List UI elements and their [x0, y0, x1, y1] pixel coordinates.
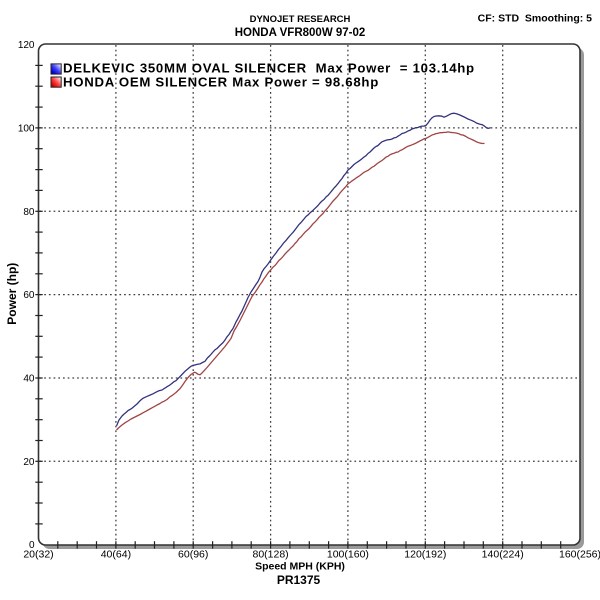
- svg-text:80: 80: [23, 207, 35, 218]
- svg-text:CF: STD Smoothing: 5: CF: STD Smoothing: 5: [478, 12, 592, 24]
- svg-text:100(160): 100(160): [327, 549, 369, 561]
- svg-text:20(32): 20(32): [23, 549, 53, 561]
- svg-text:Speed MPH (KPH): Speed MPH (KPH): [255, 561, 345, 573]
- svg-text:HONDA OEM SILENCER Max Power =: HONDA OEM SILENCER Max Power = 98.68hp: [63, 74, 379, 89]
- svg-text:DYNOJET RESEARCH: DYNOJET RESEARCH: [250, 14, 351, 25]
- svg-text:160(256): 160(256): [559, 549, 600, 561]
- svg-text:60(96): 60(96): [178, 549, 208, 561]
- svg-text:40(64): 40(64): [101, 549, 131, 561]
- svg-text:20: 20: [23, 457, 35, 468]
- svg-text:100: 100: [18, 123, 35, 134]
- svg-text:120: 120: [18, 40, 35, 51]
- svg-text:HONDA VFR800W 97-02: HONDA VFR800W 97-02: [235, 27, 366, 39]
- svg-text:80(128): 80(128): [252, 549, 288, 561]
- svg-text:40: 40: [23, 374, 35, 385]
- svg-text:120(192): 120(192): [404, 549, 446, 561]
- svg-text:Power (hp): Power (hp): [5, 263, 19, 325]
- svg-text:PR1375: PR1375: [277, 573, 321, 587]
- svg-text:140(224): 140(224): [482, 549, 524, 561]
- svg-text:60: 60: [23, 290, 35, 301]
- svg-text:0: 0: [29, 540, 35, 551]
- svg-text:DELKEVIC 350MM OVAL SILENCER: DELKEVIC 350MM OVAL SILENCER Max Power =…: [63, 61, 475, 76]
